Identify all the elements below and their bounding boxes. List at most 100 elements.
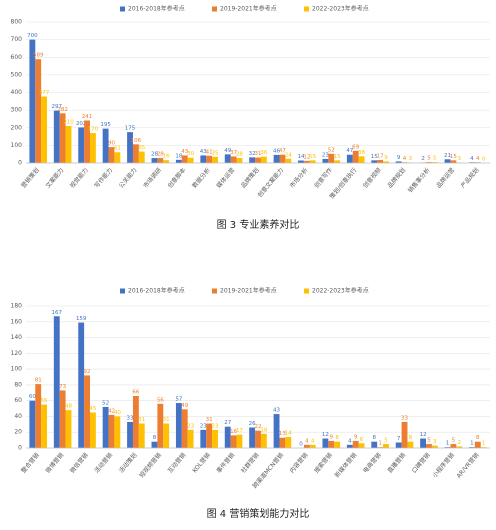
y-tick-label: 200 bbox=[11, 124, 23, 131]
bar bbox=[431, 445, 438, 448]
data-label: 52 bbox=[102, 400, 109, 406]
bar bbox=[309, 444, 316, 448]
bar bbox=[358, 443, 365, 448]
bar bbox=[175, 403, 182, 448]
data-label: 15 bbox=[450, 154, 457, 160]
legend-label: 2016-2018年参考点 bbox=[128, 287, 185, 295]
bar bbox=[53, 316, 60, 448]
legend-label: 2022-2023年参考点 bbox=[312, 287, 369, 295]
y-tick-label: 800 bbox=[11, 19, 23, 26]
bar bbox=[334, 160, 341, 163]
y-tick-label: 300 bbox=[11, 107, 23, 114]
data-label: 4 bbox=[348, 438, 352, 444]
data-label: 4 bbox=[311, 438, 315, 444]
bar bbox=[328, 440, 335, 448]
data-label: 15 bbox=[309, 154, 316, 160]
data-label: 26 bbox=[249, 421, 256, 427]
bar bbox=[206, 155, 213, 163]
y-tick-label: 60 bbox=[14, 397, 22, 404]
data-label: 16 bbox=[163, 154, 170, 160]
x-tick-label: 短视频营销 bbox=[138, 451, 163, 479]
data-label: 56 bbox=[157, 397, 164, 403]
bar bbox=[175, 159, 182, 163]
y-tick-label: 400 bbox=[11, 89, 23, 96]
data-label: 60 bbox=[29, 394, 36, 400]
bar bbox=[236, 434, 243, 448]
bar bbox=[407, 441, 414, 448]
data-label: 0 bbox=[482, 157, 486, 163]
y-tick-label: 160 bbox=[11, 318, 23, 325]
data-label: 27 bbox=[224, 420, 231, 426]
x-tick-label: 品牌规划 bbox=[386, 166, 408, 190]
data-label: 43 bbox=[181, 149, 188, 155]
data-label: 170 bbox=[88, 127, 99, 133]
bar bbox=[383, 444, 389, 448]
data-label: 46 bbox=[273, 148, 280, 154]
data-label: 175 bbox=[125, 126, 136, 132]
data-label: 297 bbox=[52, 104, 63, 110]
bar bbox=[249, 157, 256, 163]
data-label: 4 bbox=[476, 156, 480, 162]
bar bbox=[230, 435, 237, 448]
data-label: 28 bbox=[236, 152, 243, 158]
data-label: 36 bbox=[260, 150, 267, 156]
data-label: 28 bbox=[157, 152, 164, 158]
data-label: 9 bbox=[330, 434, 334, 440]
bar bbox=[114, 416, 121, 448]
bar bbox=[303, 160, 310, 163]
x-tick-label: 微信营销 bbox=[68, 451, 90, 475]
data-label: 47 bbox=[279, 148, 286, 154]
x-tick-label: 社群营销 bbox=[239, 451, 261, 475]
data-label: 589 bbox=[33, 53, 44, 59]
data-label: 377 bbox=[39, 90, 50, 96]
data-label: 9 bbox=[397, 155, 401, 161]
data-label: 5 bbox=[427, 438, 431, 444]
bar bbox=[114, 152, 121, 163]
bar bbox=[303, 444, 310, 448]
bar bbox=[230, 156, 237, 163]
data-label: 33 bbox=[401, 415, 408, 421]
data-label: 5 bbox=[433, 156, 437, 162]
x-tick-label: 整合营销 bbox=[19, 451, 41, 475]
data-label: 282 bbox=[57, 107, 68, 113]
bar bbox=[163, 160, 170, 163]
bar bbox=[395, 161, 402, 163]
data-label: 15 bbox=[334, 154, 341, 160]
data-label: 241 bbox=[82, 114, 93, 120]
bar bbox=[358, 156, 365, 163]
data-label: 40 bbox=[114, 410, 121, 416]
data-label: 159 bbox=[76, 316, 87, 322]
bar bbox=[157, 158, 164, 163]
y-tick-label: 100 bbox=[11, 142, 23, 149]
x-tick-label: 视觉能力 bbox=[68, 166, 90, 190]
y-tick-label: 40 bbox=[14, 413, 22, 420]
data-label: 22 bbox=[255, 424, 262, 430]
bar bbox=[41, 404, 48, 448]
legend-swatch bbox=[212, 288, 217, 294]
data-label: 3 bbox=[409, 156, 413, 162]
legend-swatch bbox=[304, 288, 309, 294]
bar bbox=[279, 437, 286, 448]
bar bbox=[102, 128, 109, 163]
x-tick-label: 新媒体营销 bbox=[333, 451, 358, 479]
y-tick-label: 0 bbox=[18, 445, 22, 452]
x-tick-label: 产品规划 bbox=[459, 166, 481, 190]
y-tick-label: 500 bbox=[11, 71, 23, 78]
bar bbox=[450, 444, 457, 448]
bar bbox=[255, 157, 261, 163]
legend-swatch bbox=[120, 6, 125, 12]
y-tick-label: 700 bbox=[11, 36, 23, 43]
x-tick-label: 品牌策划 bbox=[239, 166, 261, 190]
y-tick-label: 180 bbox=[11, 303, 23, 310]
bar bbox=[285, 436, 292, 448]
bar bbox=[206, 423, 213, 448]
data-label: 9 bbox=[384, 155, 388, 161]
x-tick-label: 事件营销 bbox=[215, 451, 237, 475]
data-label: 31 bbox=[163, 417, 170, 423]
data-label: 4 bbox=[305, 438, 309, 444]
bar bbox=[279, 154, 286, 163]
x-tick-label: 公关能力 bbox=[117, 166, 139, 190]
bar bbox=[84, 375, 90, 448]
data-label: 8 bbox=[335, 435, 339, 441]
bar bbox=[431, 162, 438, 163]
